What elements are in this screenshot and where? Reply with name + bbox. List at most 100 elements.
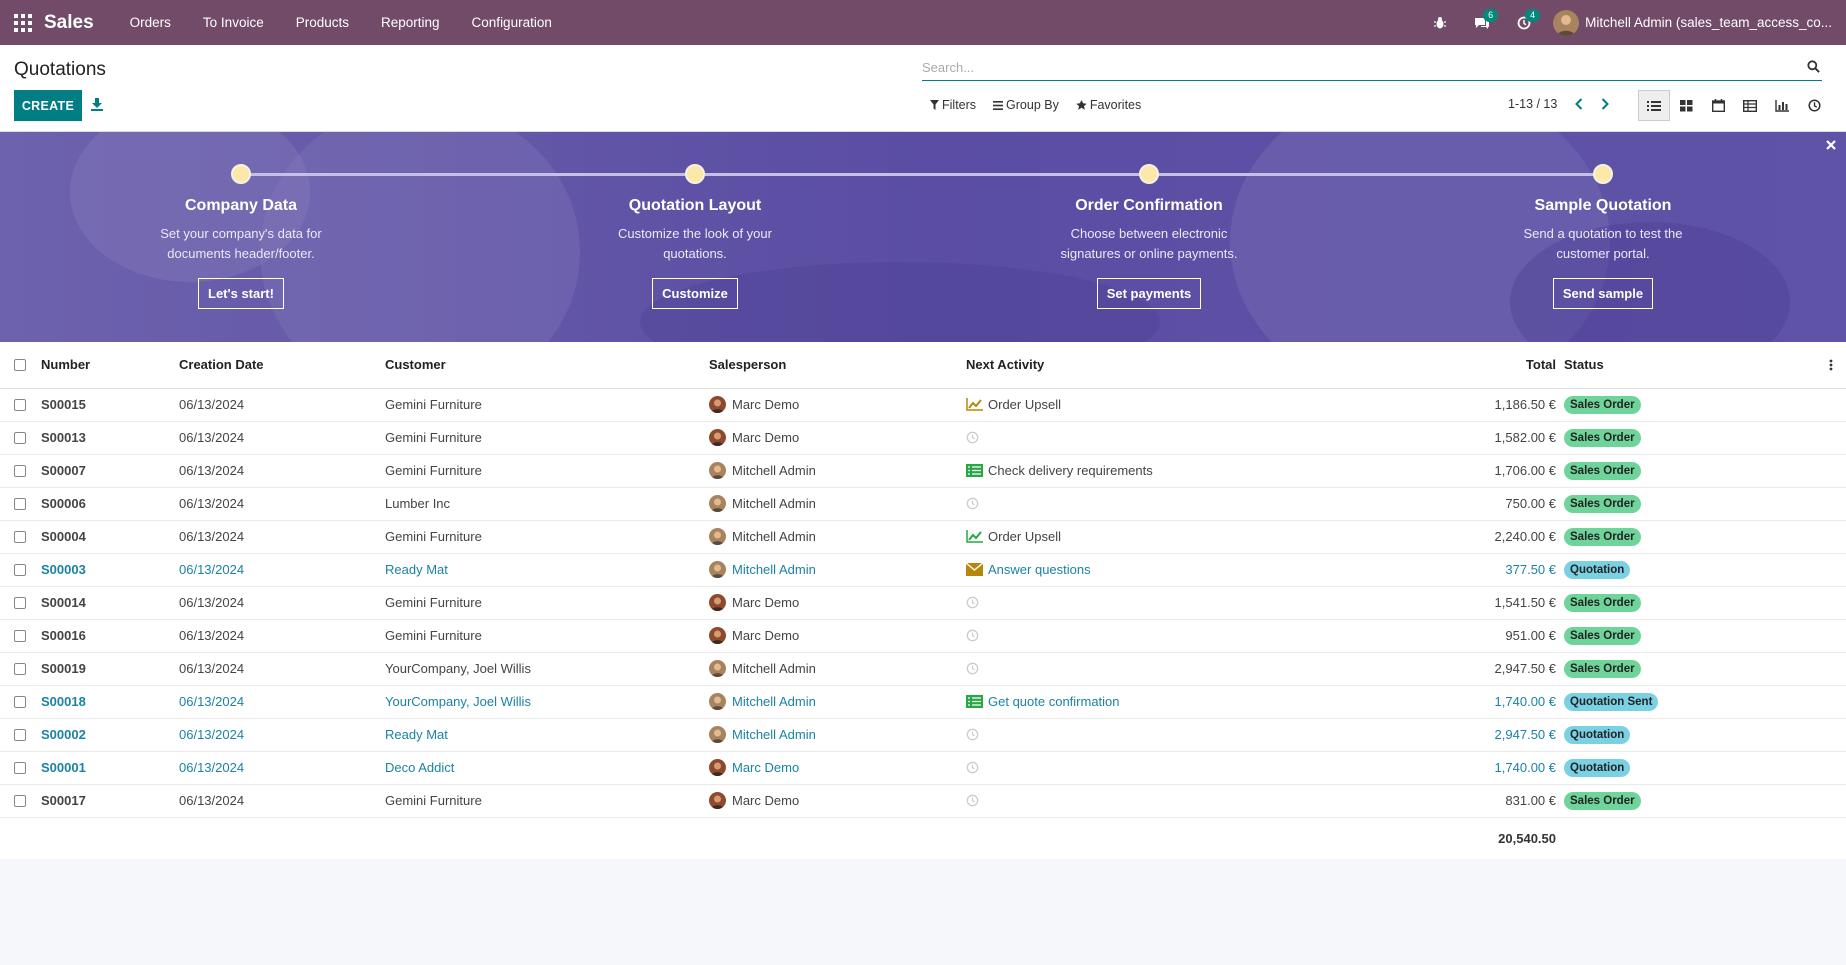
calendar-view-icon[interactable]: [1702, 90, 1734, 121]
row-checkbox[interactable]: [14, 563, 26, 576]
table-row[interactable]: S00015 06/13/2024 Gemini Furniture Marc Dem…: [0, 388, 1846, 422]
row-checkbox[interactable]: [14, 662, 26, 675]
search-input[interactable]: [922, 55, 1782, 79]
table-row[interactable]: S00018 06/13/2024 YourCompany, Joel Willis…: [0, 685, 1846, 719]
row-checkbox[interactable]: [14, 398, 26, 411]
next-activity[interactable]: Get quote confirmation: [966, 694, 1303, 709]
menu-orders[interactable]: Orders: [129, 15, 171, 30]
clock-icon[interactable]: [966, 596, 984, 609]
list-icon[interactable]: [966, 464, 988, 477]
header-number[interactable]: Number: [41, 342, 179, 389]
clock-icon[interactable]: [966, 794, 984, 807]
create-button[interactable]: CREATE: [14, 90, 82, 121]
app-brand[interactable]: Sales: [44, 11, 94, 33]
menu-products[interactable]: Products: [295, 15, 349, 30]
pager-value[interactable]: 1-13 / 13: [1508, 97, 1558, 111]
clock-icon[interactable]: [966, 431, 984, 444]
search-icon[interactable]: [1807, 60, 1820, 73]
salesperson: Marc Demo: [709, 759, 966, 776]
lets-start-button[interactable]: Let's start!: [198, 278, 284, 309]
next-activity[interactable]: [966, 761, 1303, 774]
messages-chat-icon[interactable]: 6: [1461, 0, 1503, 45]
envelope-icon[interactable]: [966, 563, 988, 576]
send-sample-button[interactable]: Send sample: [1552, 278, 1654, 309]
next-activity[interactable]: [966, 794, 1303, 807]
control-panel: Quotations CREATE Filters Group By Favor…: [0, 45, 1846, 132]
next-activity[interactable]: Answer questions: [966, 562, 1303, 577]
row-checkbox[interactable]: [14, 530, 26, 543]
menu-to-invoice[interactable]: To Invoice: [202, 15, 264, 30]
clock-icon[interactable]: [966, 497, 984, 510]
header-status[interactable]: Status: [1564, 342, 1801, 389]
clock-icon[interactable]: [966, 761, 984, 774]
table-row[interactable]: S00007 06/13/2024 Gemini Furniture Mitchell…: [0, 454, 1846, 488]
optional-columns-icon[interactable]: [1801, 342, 1846, 389]
next-activity[interactable]: Check delivery requirements: [966, 463, 1303, 478]
chart-up-icon[interactable]: [966, 530, 988, 543]
select-all-checkbox[interactable]: [14, 358, 26, 371]
clock-icon[interactable]: [966, 662, 984, 675]
next-activity[interactable]: Order Upsell: [966, 397, 1303, 412]
next-activity[interactable]: [966, 596, 1303, 609]
row-checkbox[interactable]: [14, 695, 26, 708]
list-view-icon[interactable]: [1638, 90, 1670, 121]
debug-bug-icon[interactable]: [1419, 0, 1461, 45]
clock-icon[interactable]: [966, 728, 984, 741]
header-customer[interactable]: Customer: [385, 342, 709, 389]
row-checkbox[interactable]: [14, 596, 26, 609]
activities-clock-icon[interactable]: 4: [1503, 0, 1545, 45]
set-payments-button[interactable]: Set payments: [1096, 278, 1202, 309]
download-icon[interactable]: [90, 97, 104, 111]
header-salesperson[interactable]: Salesperson: [709, 342, 966, 389]
favorites-toggle[interactable]: Favorites: [1076, 98, 1141, 112]
header-total[interactable]: Total: [1303, 342, 1564, 389]
row-checkbox[interactable]: [14, 629, 26, 642]
menu-configuration[interactable]: Configuration: [471, 15, 552, 30]
table-row[interactable]: S00003 06/13/2024 Ready Mat Mitchell Admin A…: [0, 553, 1846, 587]
creation-date: 06/13/2024: [179, 487, 385, 521]
table-row[interactable]: S00013 06/13/2024 Gemini Furniture Marc Dem…: [0, 421, 1846, 455]
step-description: Set your company's data for documents hea…: [160, 226, 322, 261]
close-banner-icon[interactable]: [1826, 140, 1836, 150]
step-dot: [685, 164, 705, 184]
table-row[interactable]: S00019 06/13/2024 YourCompany, Joel Willis…: [0, 652, 1846, 686]
pager-next-icon[interactable]: [1601, 98, 1610, 110]
chart-up-icon[interactable]: [966, 398, 988, 411]
table-row[interactable]: S00002 06/13/2024 Ready Mat Mitchell Admin 2…: [0, 718, 1846, 752]
next-activity[interactable]: [966, 497, 1303, 510]
row-checkbox[interactable]: [14, 497, 26, 510]
kanban-view-icon[interactable]: [1670, 90, 1702, 121]
pivot-view-icon[interactable]: [1734, 90, 1766, 121]
table-row[interactable]: S00006 06/13/2024 Lumber Inc Mitchell Admin…: [0, 487, 1846, 521]
row-checkbox[interactable]: [14, 728, 26, 741]
filters-toggle[interactable]: Filters: [930, 98, 976, 112]
menu-reporting[interactable]: Reporting: [381, 15, 440, 30]
groupby-toggle[interactable]: Group By: [993, 98, 1059, 112]
table-row[interactable]: S00017 06/13/2024 Gemini Furniture Marc Dem…: [0, 784, 1846, 818]
table-row[interactable]: S00001 06/13/2024 Deco Addict Marc Demo 1,74…: [0, 751, 1846, 785]
user-menu[interactable]: Mitchell Admin (sales_team_access_co...: [1553, 9, 1832, 36]
list-icon[interactable]: [966, 695, 988, 708]
graph-view-icon[interactable]: [1766, 90, 1798, 121]
order-number: S00001: [41, 751, 179, 785]
header-creation-date[interactable]: Creation Date: [179, 342, 385, 389]
table-row[interactable]: S00014 06/13/2024 Gemini Furniture Marc Dem…: [0, 586, 1846, 620]
row-checkbox[interactable]: [14, 794, 26, 807]
table-row[interactable]: S00016 06/13/2024 Gemini Furniture Marc Dem…: [0, 619, 1846, 653]
next-activity[interactable]: Order Upsell: [966, 529, 1303, 544]
clock-icon[interactable]: [966, 629, 984, 642]
row-checkbox[interactable]: [14, 761, 26, 774]
header-next-activity[interactable]: Next Activity: [966, 342, 1303, 389]
customize-button[interactable]: Customize: [652, 278, 738, 309]
table-row[interactable]: S00004 06/13/2024 Gemini Furniture Mitchell…: [0, 520, 1846, 554]
activity-view-icon[interactable]: [1798, 90, 1830, 121]
next-activity[interactable]: [966, 431, 1303, 444]
top-navbar: Sales Orders To Invoice Products Reporti…: [0, 0, 1846, 45]
next-activity[interactable]: [966, 629, 1303, 642]
next-activity[interactable]: [966, 728, 1303, 741]
row-checkbox[interactable]: [14, 431, 26, 444]
app-menu-icon[interactable]: [14, 13, 32, 32]
row-checkbox[interactable]: [14, 464, 26, 477]
pager-previous-icon[interactable]: [1575, 98, 1583, 110]
next-activity[interactable]: [966, 662, 1303, 675]
